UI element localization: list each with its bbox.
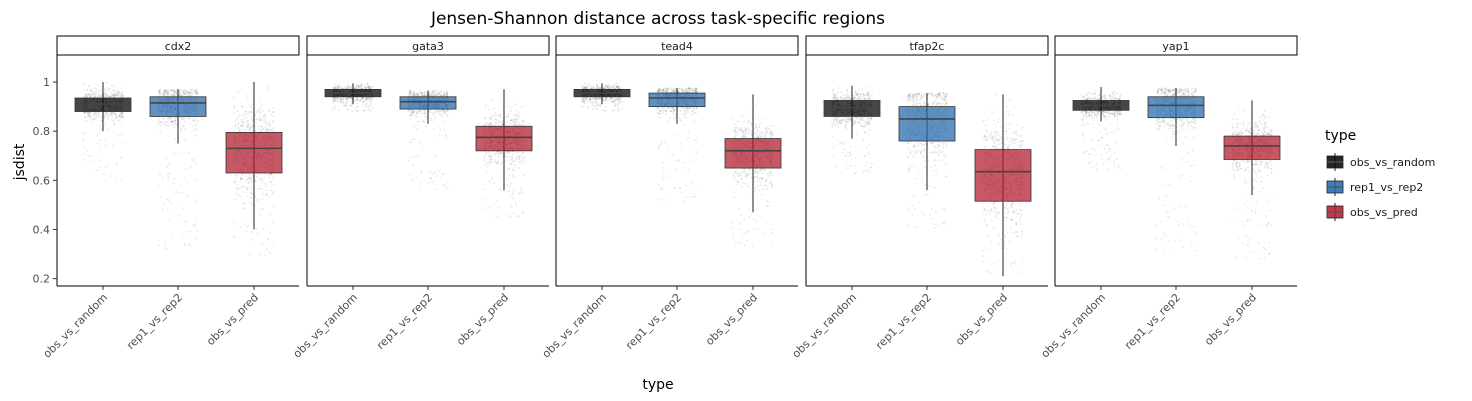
x-tick-label: rep1_vs_rep2 — [623, 291, 684, 352]
legend-entries: obs_vs_random rep1_vs_rep2 obs_vs_pred — [1326, 153, 1435, 221]
x-tick-label: obs_vs_random — [41, 291, 111, 361]
legend-title: type — [1325, 128, 1356, 144]
y-axis-title: jsdist — [12, 143, 28, 181]
legend-entry-obs_vs_random: obs_vs_random — [1326, 153, 1435, 171]
box-obs_vs_pred — [724, 138, 782, 169]
x-tick-label: rep1_vs_rep2 — [1122, 291, 1183, 352]
x-tick-label: rep1_vs_rep2 — [873, 291, 934, 352]
x-tick-label: obs_vs_random — [1039, 291, 1109, 361]
legend-entry-obs_vs_pred: obs_vs_pred — [1326, 203, 1418, 221]
y-tick-label: 0.4 — [33, 223, 51, 236]
legend-label: obs_vs_random — [1350, 156, 1435, 169]
legend-entry-rep1_vs_rep2: rep1_vs_rep2 — [1326, 178, 1423, 196]
y-tick-label: 0.8 — [33, 125, 51, 138]
box-obs_vs_pred — [475, 125, 533, 152]
facet-gata3: gata3 obs_vs_random rep1_vs_rep2 obs_vs_pre… — [291, 35, 550, 361]
facet-strip-label: cdx2 — [165, 40, 192, 53]
x-tick-label: obs_vs_random — [291, 291, 361, 361]
x-tick-label: rep1_vs_rep2 — [124, 291, 185, 352]
facet-strip-label: yap1 — [1162, 40, 1189, 53]
y-tick-label: 0.2 — [33, 273, 51, 286]
box-rep1_vs_rep2 — [648, 92, 706, 108]
facet-strip-label: tfap2c — [910, 40, 945, 53]
box-obs_vs_pred — [1223, 135, 1281, 160]
x-tick-label: obs_vs_pred — [1202, 291, 1259, 348]
x-tick-label: obs_vs_pred — [454, 291, 511, 348]
facet-strip-label: tead4 — [661, 40, 693, 53]
legend-label: rep1_vs_rep2 — [1350, 181, 1423, 194]
facet-strip-label: gata3 — [412, 40, 444, 53]
legend: type obs_vs_random rep1_vs_rep2 obs_vs_pre… — [1325, 128, 1435, 221]
facet-strip — [306, 35, 550, 56]
facet-strip — [805, 35, 1049, 56]
box-rep1_vs_rep2 — [1147, 96, 1205, 119]
y-tick-label: 0.6 — [33, 174, 51, 187]
facet-cdx2: cdx2 obs_vs_random rep1_vs_rep2 obs_vs_pred — [41, 35, 300, 361]
facet-tfap2c: tfap2c obs_vs_random rep1_vs_rep2 obs_vs_pr… — [790, 35, 1049, 361]
facet-yap1: yap1 obs_vs_random rep1_vs_rep2 obs_vs_pred — [1039, 35, 1298, 361]
x-tick-label: obs_vs_pred — [953, 291, 1010, 348]
facet-strip — [56, 35, 300, 56]
x-tick-label: obs_vs_random — [540, 291, 610, 361]
y-axis: 0.2 0.4 0.6 0.8 1 — [33, 76, 57, 286]
x-tick-label: obs_vs_random — [790, 291, 860, 361]
facet-strip — [555, 35, 799, 56]
facet-strip — [1054, 35, 1298, 56]
y-tick-label: 1 — [43, 76, 50, 89]
box-obs_vs_pred — [225, 132, 283, 174]
box-obs_vs_pred — [974, 149, 1032, 202]
box-rep1_vs_rep2 — [149, 96, 207, 117]
x-tick-label: obs_vs_pred — [703, 291, 760, 348]
x-tick-label: rep1_vs_rep2 — [374, 291, 435, 352]
x-axis-title: type — [642, 377, 673, 393]
x-tick-label: obs_vs_pred — [204, 291, 261, 348]
facet-tead4: tead4 obs_vs_random rep1_vs_rep2 obs_vs_pre… — [540, 35, 799, 361]
legend-label: obs_vs_pred — [1350, 206, 1418, 219]
box-rep1_vs_rep2 — [399, 96, 457, 110]
box-rep1_vs_rep2 — [898, 106, 956, 142]
chart-title: Jensen-Shannon distance across task-spec… — [430, 9, 885, 29]
